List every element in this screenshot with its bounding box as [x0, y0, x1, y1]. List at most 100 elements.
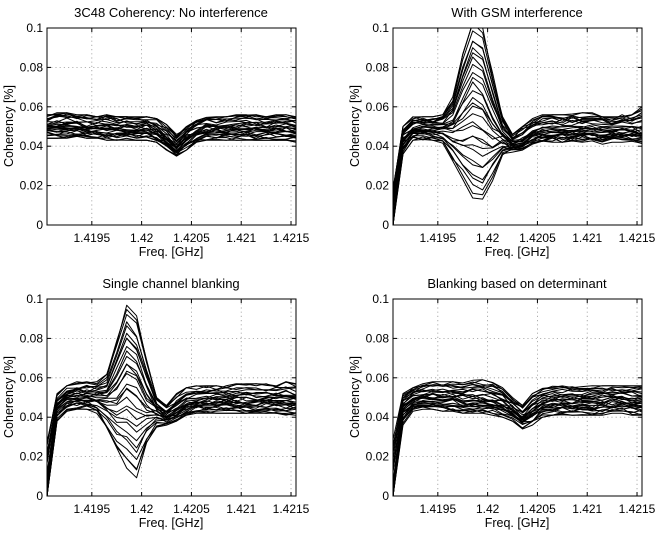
x-tick-label: 1.4205 — [173, 231, 210, 245]
y-tick-label: 0.04 — [366, 410, 390, 424]
series-line — [393, 399, 642, 496]
panel-gsm-interference: With GSM interference Freq. [GHz] Cohere… — [348, 5, 656, 259]
series-line — [393, 30, 642, 191]
series-line — [393, 408, 642, 496]
y-tick-label: 0.04 — [20, 410, 44, 424]
series-line — [393, 383, 642, 448]
x-tick-label: 1.421 — [572, 502, 602, 516]
series-line — [47, 124, 296, 149]
series-line — [393, 387, 642, 473]
plot-frame — [46, 27, 297, 226]
panel-single-channel-blanking: Single channel blanking Freq. [GHz] Cohe… — [2, 276, 310, 530]
x-tick-label: 1.42 — [476, 502, 500, 516]
series-group — [393, 28, 642, 225]
plot-frame — [392, 27, 643, 226]
series-line — [47, 309, 296, 444]
plot-frame — [392, 298, 643, 497]
series-line — [47, 124, 296, 148]
y-tick-label: 0.08 — [20, 60, 44, 74]
x-tick-label: 1.4195 — [419, 502, 456, 516]
y-tick-label: 0.08 — [20, 331, 44, 345]
series-line — [47, 129, 296, 156]
x-tick-label: 1.421 — [226, 231, 256, 245]
x-tick-label: 1.4195 — [73, 502, 110, 516]
y-tick-label: 0.08 — [366, 331, 390, 345]
series-line — [47, 112, 296, 135]
x-tick-label: 1.4205 — [519, 502, 556, 516]
plot-frame — [46, 298, 297, 497]
y-tick-label: 0.08 — [366, 60, 390, 74]
x-tick-label: 1.4215 — [619, 231, 656, 245]
panel-determinant-blanking: Blanking based on determinant Freq. [GHz… — [348, 276, 656, 530]
y-tick-label: 0.06 — [366, 100, 390, 114]
x-tick-label: 1.4205 — [173, 502, 210, 516]
y-tick-label: 0.1 — [372, 292, 389, 306]
x-tick-label: 1.4195 — [419, 231, 456, 245]
y-axis-label: Coherency [%] — [348, 356, 362, 438]
x-tick-label: 1.4205 — [519, 231, 556, 245]
y-tick-label: 0 — [36, 218, 43, 232]
series-line — [393, 406, 642, 496]
y-tick-label: 0.02 — [20, 179, 44, 193]
x-tick-label: 1.4195 — [73, 231, 110, 245]
series-line — [393, 393, 642, 493]
x-tick-label: 1.421 — [226, 502, 256, 516]
y-tick-label: 0.1 — [26, 292, 43, 306]
series-group — [47, 112, 296, 157]
y-tick-label: 0.04 — [20, 139, 44, 153]
x-tick-label: 1.42 — [130, 231, 154, 245]
series-line — [47, 321, 296, 454]
y-tick-label: 0.06 — [20, 371, 44, 385]
series-line — [393, 90, 642, 218]
series-line — [393, 389, 642, 469]
series-line — [47, 127, 296, 156]
series-line — [393, 28, 642, 189]
series-line — [393, 28, 642, 191]
y-tick-label: 0.02 — [366, 179, 390, 193]
chart-title: Blanking based on determinant — [427, 276, 607, 291]
y-tick-label: 0 — [382, 489, 389, 503]
series-line — [47, 408, 296, 496]
series-line — [393, 105, 642, 225]
y-tick-label: 0.06 — [20, 100, 44, 114]
series-line — [393, 136, 642, 222]
y-tick-label: 0.04 — [366, 139, 390, 153]
series-line — [393, 402, 642, 496]
panel-no-interference: 3C48 Coherency: No interference Freq. [G… — [2, 5, 310, 259]
series-line — [393, 47, 642, 199]
series-line — [393, 392, 642, 483]
y-tick-label: 0.02 — [20, 450, 44, 464]
series-line — [47, 383, 296, 496]
y-tick-label: 0 — [382, 218, 389, 232]
x-axis-label: Freq. [GHz] — [485, 245, 550, 259]
y-tick-label: 0.1 — [26, 21, 43, 35]
x-axis-label: Freq. [GHz] — [139, 245, 204, 259]
series-line — [47, 402, 296, 496]
series-line — [393, 40, 642, 196]
x-axis-label: Freq. [GHz] — [485, 516, 550, 530]
series-line — [393, 77, 642, 217]
series-line — [47, 314, 296, 446]
series-line — [47, 405, 296, 496]
series-line — [393, 81, 642, 216]
chart-title: With GSM interference — [451, 5, 583, 20]
x-tick-label: 1.42 — [130, 502, 154, 516]
x-tick-label: 1.421 — [572, 231, 602, 245]
series-line — [47, 132, 296, 154]
y-axis-label: Coherency [%] — [348, 85, 362, 167]
series-line — [393, 388, 642, 466]
series-line — [393, 41, 642, 195]
y-tick-label: 0.1 — [372, 21, 389, 35]
y-tick-label: 0 — [36, 489, 43, 503]
x-axis-label: Freq. [GHz] — [139, 516, 204, 530]
series-line — [393, 381, 642, 446]
series-group — [393, 379, 642, 496]
series-group — [47, 304, 296, 496]
x-tick-label: 1.4215 — [273, 231, 310, 245]
x-tick-label: 1.4215 — [273, 502, 310, 516]
series-line — [47, 400, 296, 496]
chart-title: 3C48 Coherency: No interference — [74, 5, 268, 20]
x-tick-label: 1.4215 — [619, 502, 656, 516]
series-line — [393, 131, 642, 225]
